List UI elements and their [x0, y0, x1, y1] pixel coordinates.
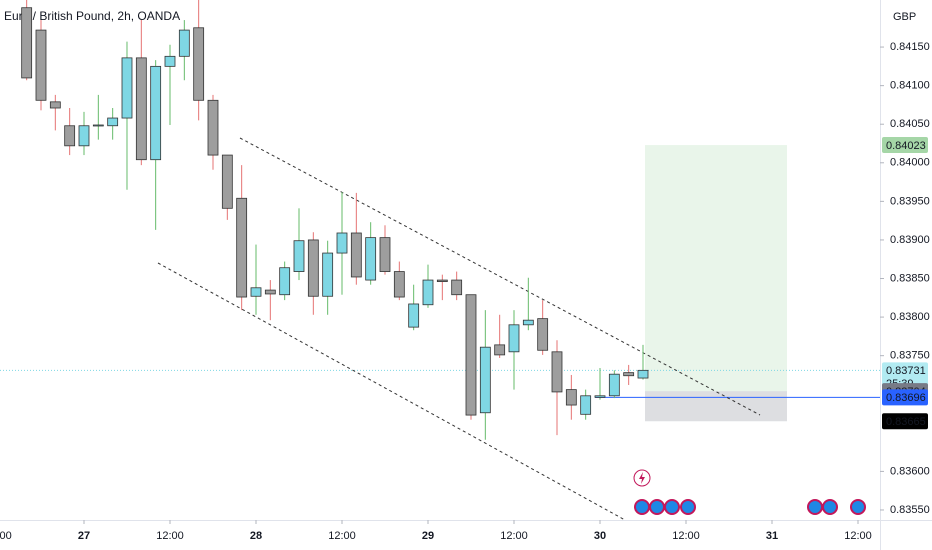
x-tick-label: 12:00 [500, 530, 528, 542]
lightning [639, 472, 645, 484]
candle-body [135, 57, 147, 161]
channel-lower [157, 262, 626, 521]
currency: GBP [893, 11, 916, 23]
candle-body [64, 125, 76, 147]
candle-body [264, 289, 276, 295]
candle-body [250, 287, 262, 297]
candle-body [322, 252, 334, 297]
stop-zone [645, 391, 787, 422]
y-tick-label: 0.84050 [890, 118, 930, 130]
candle-body [293, 240, 305, 272]
candle-body [221, 154, 233, 209]
x-tick-label: 12:00 [844, 530, 872, 542]
price-label: 0.83696 [886, 392, 926, 404]
channel-upper [239, 137, 761, 416]
y-tick-label: 0.84000 [890, 157, 930, 169]
candle-body [522, 319, 534, 326]
candle-body [436, 279, 448, 283]
event-icons [633, 469, 866, 515]
candle-body [150, 65, 162, 161]
event-flag[interactable] [807, 499, 823, 515]
candle-body [580, 395, 592, 415]
event-flag[interactable] [850, 499, 866, 515]
y-tick-label: 0.83600 [890, 465, 930, 477]
candle-body [236, 197, 248, 298]
event-flag[interactable] [664, 499, 680, 515]
candle-body [121, 57, 133, 119]
x-tick-label: 12:00 [328, 530, 356, 542]
candle-body [537, 318, 549, 351]
candle-body [193, 27, 205, 101]
candle-body [35, 29, 47, 101]
y-tick-label: 0.83900 [890, 234, 930, 246]
price-label: 0.84023 [886, 140, 926, 152]
y-tick-label: 0.83950 [890, 195, 930, 207]
candle-body [465, 294, 477, 416]
candle-body [178, 29, 190, 57]
x-tick-label: 27 [78, 530, 90, 542]
x-tick-label: 12:00 [0, 530, 12, 542]
candle-body [623, 372, 635, 377]
candle-body [279, 267, 291, 296]
y-tick-label: 0.83550 [890, 504, 930, 516]
candle-body [336, 232, 348, 254]
candle-body [637, 369, 649, 379]
event-flag[interactable] [649, 499, 665, 515]
y-tick-label: 0.83800 [890, 311, 930, 323]
candle-body [78, 125, 90, 147]
chart-title: Euro / British Pound, 2h, OANDA [4, 9, 180, 23]
price-label-bg [882, 137, 928, 154]
candle-body [49, 101, 61, 109]
x-tick-label: 31 [766, 530, 778, 542]
candle-body [164, 55, 176, 67]
candle-body [565, 389, 577, 406]
x-tick-label: 12:00 [672, 530, 700, 542]
candle-body [21, 7, 33, 79]
price-label-bg [882, 389, 928, 406]
candle-body [350, 232, 362, 278]
candle-body [365, 237, 377, 281]
y-tick-label: 0.83850 [890, 272, 930, 284]
x-tick-label: 29 [422, 530, 434, 542]
y-tick-label: 0.84150 [890, 41, 930, 53]
candle-body [594, 395, 606, 398]
candle-body [393, 271, 405, 298]
price-label: 0.83665 [886, 416, 926, 428]
candle-body [551, 351, 563, 393]
candle-body [107, 117, 119, 127]
candle-body [408, 303, 420, 328]
overlay [0, 145, 880, 422]
x-tick-label: 28 [250, 530, 262, 542]
candle-body [379, 237, 391, 272]
target-zone [645, 145, 787, 392]
candle-body [422, 279, 434, 306]
event-flag[interactable] [680, 499, 696, 515]
candle-body [92, 124, 104, 127]
candle-body [608, 373, 620, 397]
candle-body [479, 346, 491, 414]
candle-body [307, 239, 319, 297]
y-tick-label: 0.84100 [890, 80, 930, 92]
candle-body [508, 324, 520, 353]
last-price-label: 0.83731 [886, 365, 926, 377]
x-tick-label: 30 [594, 530, 606, 542]
event-flag[interactable] [634, 499, 650, 515]
x-tick-label: 12:00 [156, 530, 184, 542]
event-flag[interactable] [822, 499, 838, 515]
candle-body [207, 99, 219, 156]
candle-body [494, 344, 506, 356]
price-label-bg [882, 413, 928, 430]
candle-body [451, 279, 463, 296]
y-tick-label: 0.83750 [890, 350, 930, 362]
